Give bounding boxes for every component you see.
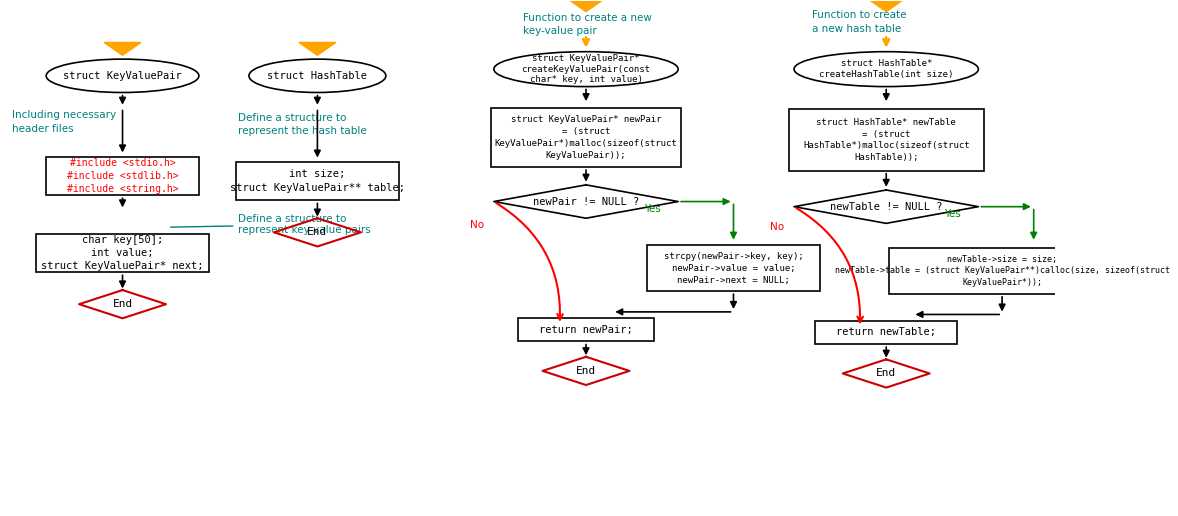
Text: int size;
struct KeyValuePair** table;: int size; struct KeyValuePair** table; — [230, 169, 405, 192]
Text: End: End — [876, 368, 896, 378]
Text: return newTable;: return newTable; — [836, 328, 937, 337]
Text: strcpy(newPair->key, key);
newPair->value = value;
newPair->next = NULL;: strcpy(newPair->key, key); newPair->valu… — [663, 252, 803, 284]
Text: #include <stdio.h>
#include <stdlib.h>
#include <string.h>: #include <stdio.h> #include <stdlib.h> #… — [67, 158, 178, 194]
Text: newTable != NULL ?: newTable != NULL ? — [830, 202, 942, 212]
Text: newTable->size = size;
newTable->table = (struct KeyValuePair**)calloc(size, siz: newTable->size = size; newTable->table =… — [834, 254, 1170, 287]
Text: End: End — [576, 366, 596, 376]
Text: Yes: Yes — [644, 204, 661, 214]
Text: Define a structure to
represent the hash table: Define a structure to represent the hash… — [238, 113, 368, 136]
Text: char key[50];
int value;
struct KeyValuePair* next;: char key[50]; int value; struct KeyValue… — [41, 235, 204, 271]
Text: Function to create a new
key-value pair: Function to create a new key-value pair — [523, 13, 651, 36]
Text: struct HashTable*
createHashTable(int size): struct HashTable* createHashTable(int si… — [819, 59, 953, 79]
Text: End: End — [307, 228, 327, 237]
Polygon shape — [104, 42, 141, 55]
Text: return newPair;: return newPair; — [540, 325, 633, 335]
Text: newPair != NULL ?: newPair != NULL ? — [532, 197, 640, 206]
Text: No: No — [470, 220, 484, 230]
Text: No: No — [770, 222, 785, 232]
Text: Define a structure to
represent key-value pairs: Define a structure to represent key-valu… — [171, 214, 371, 235]
Text: struct HashTable* newTable
= (struct
HashTable*)malloc(sizeof(struct
HashTable)): struct HashTable* newTable = (struct Has… — [803, 118, 969, 162]
Polygon shape — [868, 0, 905, 12]
Polygon shape — [568, 0, 604, 12]
Text: Yes: Yes — [944, 209, 961, 219]
Polygon shape — [299, 42, 336, 55]
Text: Function to create
a new hash table: Function to create a new hash table — [813, 10, 907, 34]
Text: Including necessary
header files: Including necessary header files — [12, 110, 117, 134]
Text: struct HashTable: struct HashTable — [267, 71, 368, 81]
Text: struct KeyValuePair: struct KeyValuePair — [64, 71, 181, 81]
Text: End: End — [112, 299, 133, 309]
Text: struct KeyValuePair* newPair
= (struct
KeyValuePair*)malloc(sizeof(struct
KeyVal: struct KeyValuePair* newPair = (struct K… — [495, 115, 677, 159]
Text: struct KeyValuePair*
createKeyValuePair(const
char* key, int value): struct KeyValuePair* createKeyValuePair(… — [522, 54, 650, 84]
